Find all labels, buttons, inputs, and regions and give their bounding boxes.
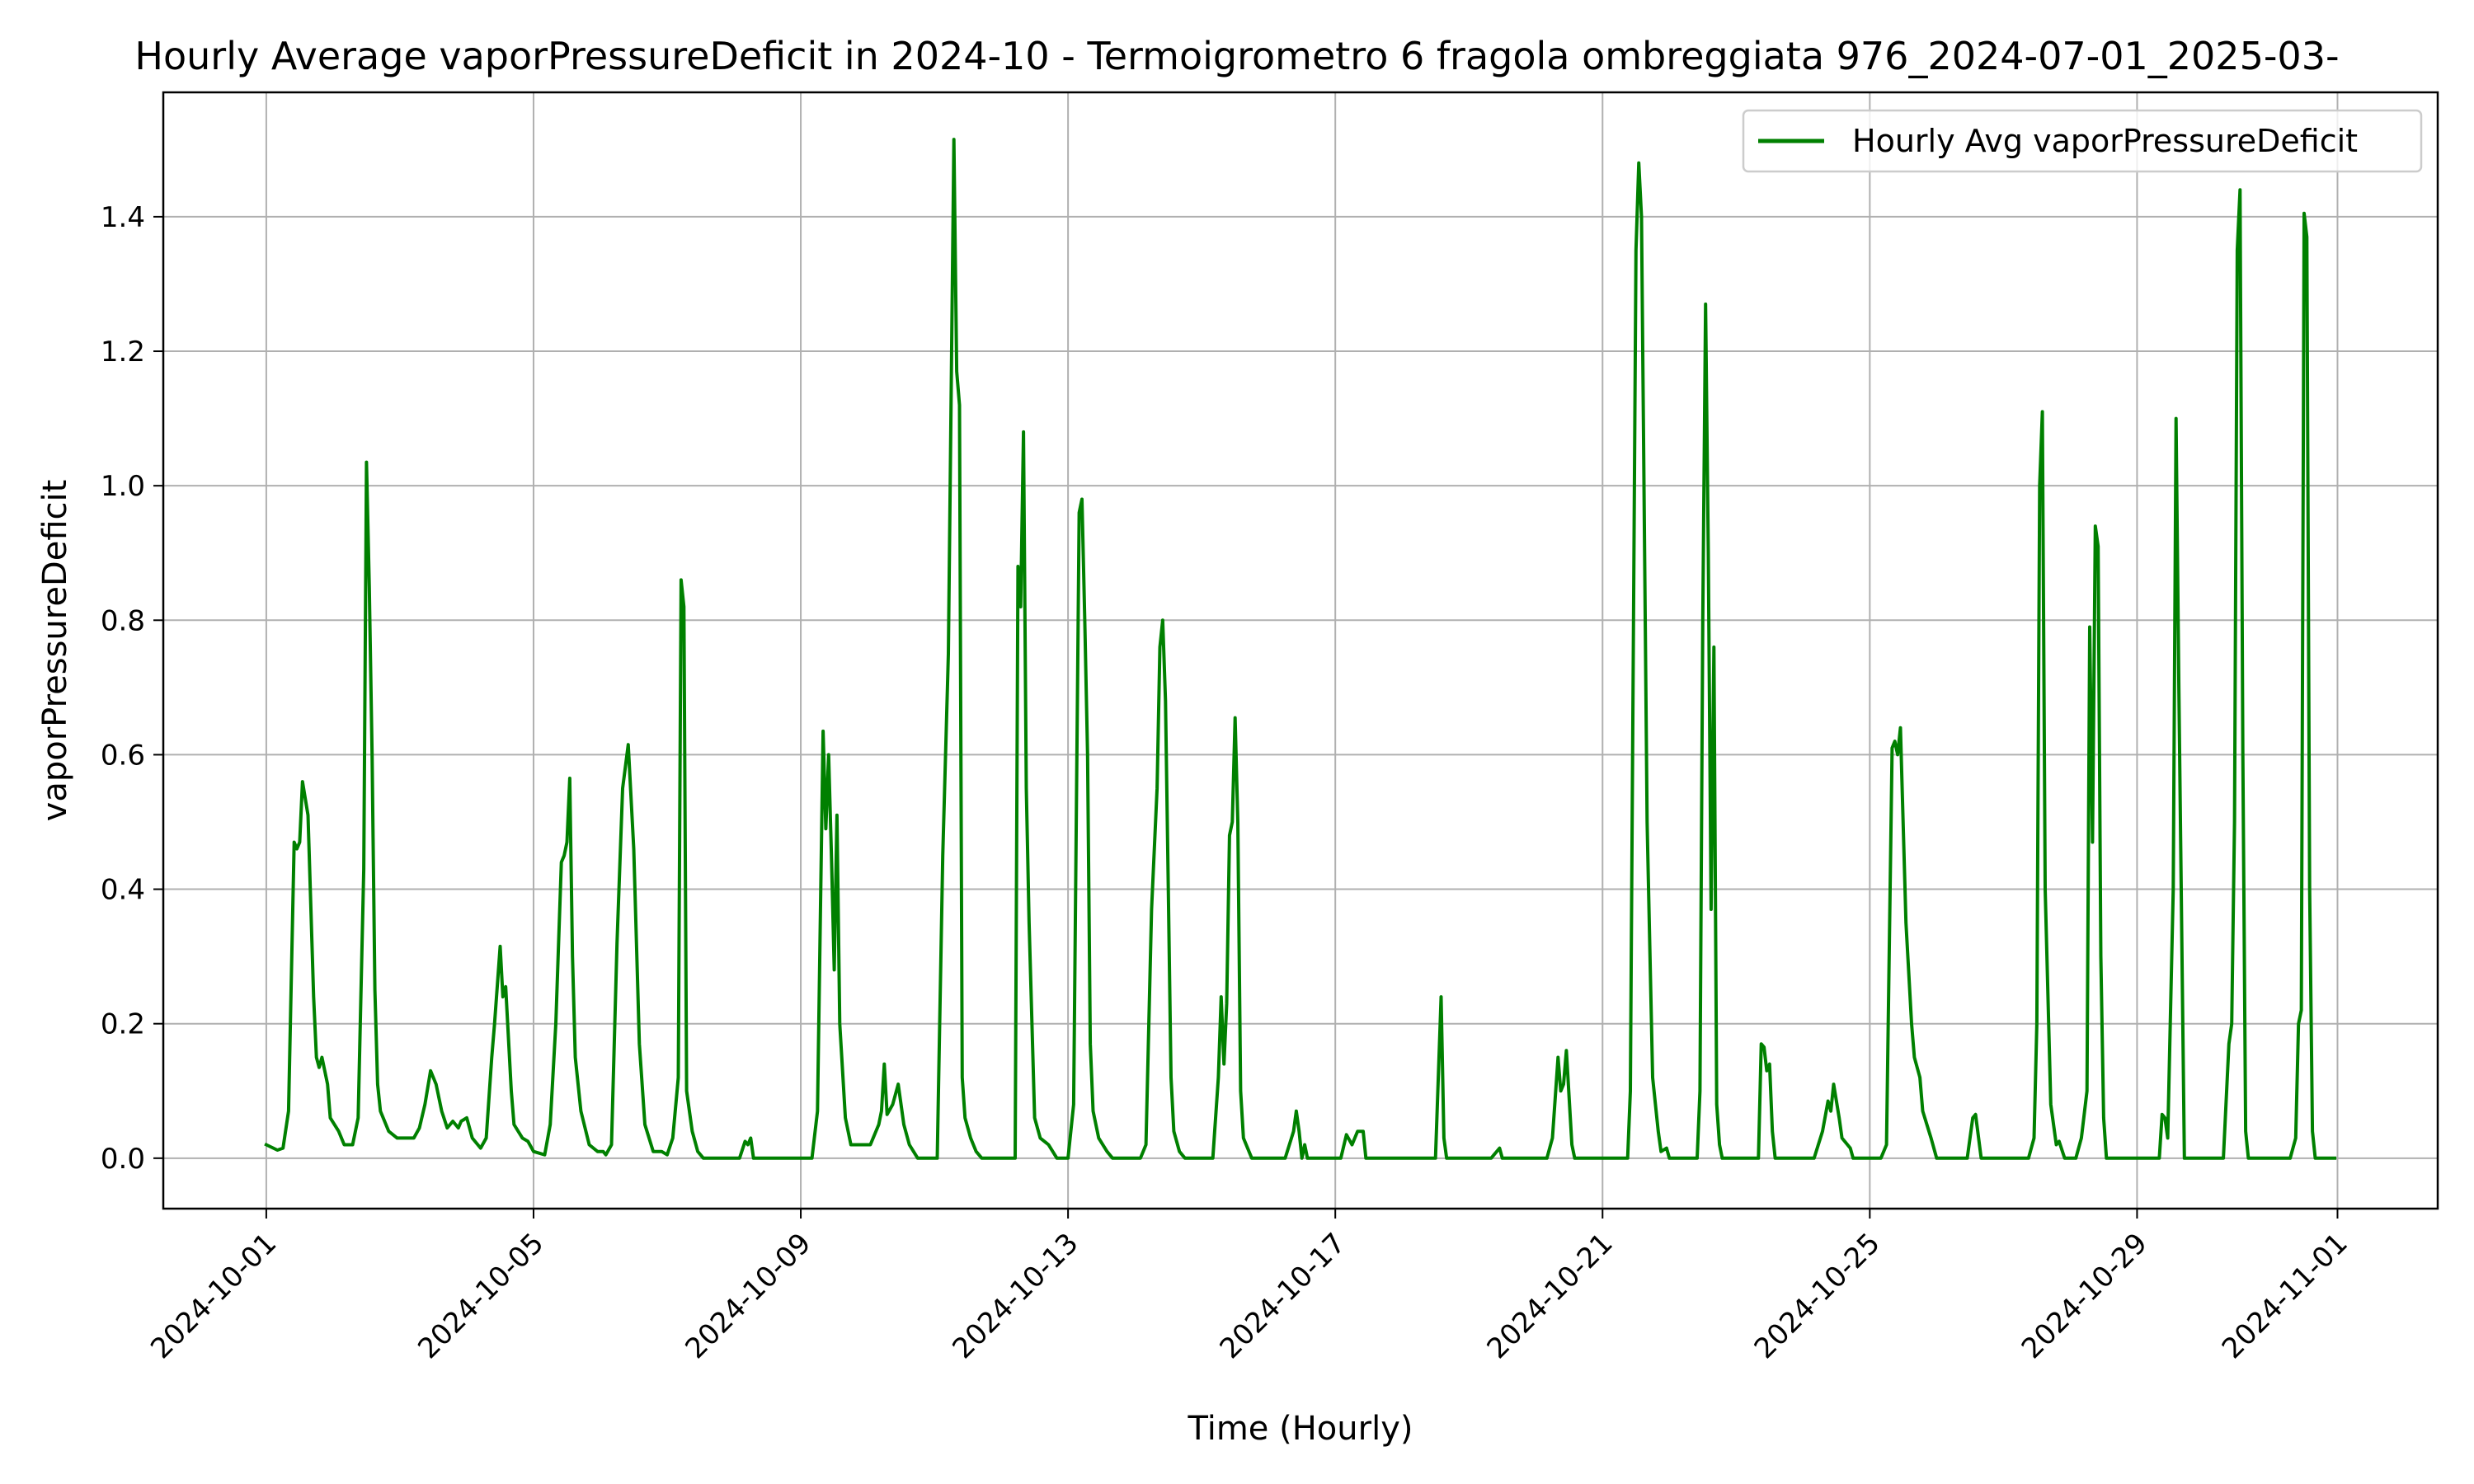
chart-title: Hourly Average vaporPressureDeficit in 2… <box>134 34 2339 78</box>
y-tick-label: 0.0 <box>101 1143 145 1176</box>
y-tick-label: 0.2 <box>101 1008 145 1041</box>
y-tick-label: 1.4 <box>101 201 145 234</box>
y-tick-label: 0.8 <box>101 604 145 637</box>
y-axis: 0.0 0.2 0.4 0.6 0.8 1.0 1.2 1.4 <box>101 201 163 1176</box>
y-tick-label: 0.6 <box>101 739 145 772</box>
y-tick-label: 1.0 <box>101 470 145 503</box>
y-tick-label: 1.2 <box>101 336 145 369</box>
legend-box <box>1742 109 2423 173</box>
legend-label: Hourly Avg vaporPressureDeficit <box>1852 123 2358 159</box>
plot-frame <box>162 91 2439 1210</box>
y-tick-label: 0.4 <box>101 874 145 907</box>
legend: Hourly Avg vaporPressureDeficit <box>1742 109 2423 173</box>
y-axis-title: vaporPressureDeficit <box>36 480 74 822</box>
series-layer <box>264 138 2337 1160</box>
x-axis-title: Time (Hourly) <box>1188 1410 1413 1448</box>
series-line <box>264 138 2337 1160</box>
